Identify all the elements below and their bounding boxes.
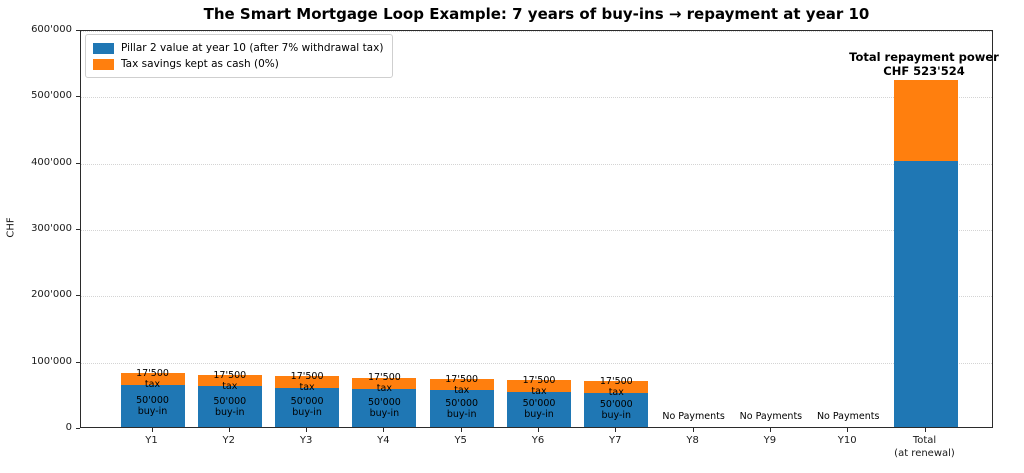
x-tick-mark xyxy=(692,428,694,432)
tax-label: 17'500 tax xyxy=(522,374,556,397)
buyin-label: 50'000 buy-in xyxy=(445,397,479,420)
y-tick-mark xyxy=(76,162,80,164)
x-tick-mark xyxy=(538,428,539,432)
bar-tax-Y6: 17'500 tax xyxy=(507,375,571,397)
bar-pillar2-Y5: 50'000 buy-in xyxy=(429,390,494,427)
bar-tax-Y2: 17'500 tax xyxy=(197,370,262,392)
bar-pillar2-Y7: 50'000 buy-in xyxy=(584,392,649,427)
tax-label: 17'500 tax xyxy=(213,369,247,392)
x-tick-label-Y10: Y10 xyxy=(837,435,857,446)
gridline-300'000 xyxy=(81,230,992,231)
x-tick-mark xyxy=(306,428,308,432)
y-tick-label: 600'000 xyxy=(31,24,72,35)
buyin-label: 50'000 buy-in xyxy=(599,398,633,421)
x-tick-mark xyxy=(460,428,462,432)
y-tick-mark xyxy=(76,428,80,429)
chart-title: The Smart Mortgage Loop Example: 7 years… xyxy=(203,5,870,23)
y-tick-label: 0 xyxy=(65,422,72,433)
pillar2-color-swatch xyxy=(93,42,114,54)
no-payments-note: No Payments xyxy=(816,411,880,422)
x-tick-label-Y5: Y5 xyxy=(454,435,467,446)
tax-label: 17'500 tax xyxy=(599,376,633,399)
x-tick-label-Y7: Y7 xyxy=(609,435,622,446)
gridline-500'000 xyxy=(81,97,992,99)
gridline-600'000 xyxy=(81,31,992,32)
y-tick-label: 200'000 xyxy=(31,289,72,301)
x-tick-mark xyxy=(769,428,771,432)
total-annotation-title: Total repayment power xyxy=(849,50,999,64)
x-tick-label-Y1: Y1 xyxy=(145,435,158,446)
tax-label: 17'500 tax xyxy=(290,370,324,393)
bar-tax-Y3: 17'500 tax xyxy=(275,371,340,393)
plot-area: 50'000 buy-in 17'500 tax 50'000 buy-in 17'5… xyxy=(80,30,993,428)
bar-pillar2-Y6: 50'000 buy-in xyxy=(507,391,571,427)
total-annotation-value: CHF 523'524 xyxy=(883,64,965,78)
x-tick-label-Y4: Y4 xyxy=(377,435,390,446)
legend: Pillar 2 value at year 10 (after 7% with… xyxy=(85,34,394,78)
x-tick-label-Y8: Y8 xyxy=(686,435,699,446)
buyin-label: 50'000 buy-in xyxy=(136,394,169,417)
x-tick-label-Y6: Y6 xyxy=(531,435,545,446)
legend-item-pillar2: Pillar 2 value at year 10 (after 7% with… xyxy=(93,40,383,56)
y-tick-mark xyxy=(76,96,80,98)
x-tick-label-Y3: Y3 xyxy=(299,435,313,446)
bar-pillar2-Y4: 50'000 buy-in xyxy=(352,389,417,427)
y-tick-label: 500'000 xyxy=(31,90,72,102)
tax-color-swatch xyxy=(93,58,114,70)
bar-tax-Total xyxy=(893,79,958,161)
bar-tax-Y5: 17'500 tax xyxy=(429,374,494,396)
buyin-label: 50'000 buy-in xyxy=(290,396,324,419)
x-tick-label-Y2: Y2 xyxy=(222,435,236,446)
y-tick-mark xyxy=(76,295,80,297)
buyin-label: 50'000 buy-in xyxy=(367,397,401,420)
gridline-200'000 xyxy=(81,296,992,298)
bar-pillar2-Y1: 50'000 buy-in xyxy=(120,384,185,427)
bar-pillar2-Y3: 50'000 buy-in xyxy=(275,387,340,427)
legend-label-pillar2: Pillar 2 value at year 10 (after 7% with… xyxy=(121,42,384,54)
x-tick-mark xyxy=(228,428,230,432)
y-tick-label: 100'000 xyxy=(31,355,72,367)
no-payments-note: No Payments xyxy=(739,411,803,422)
x-tick-mark xyxy=(151,428,153,432)
x-tick-mark xyxy=(383,428,385,432)
tax-label: 17'500 tax xyxy=(445,373,479,396)
x-tick-mark xyxy=(615,428,617,432)
bar-pillar2-Total xyxy=(893,161,958,427)
bar-tax-Y4: 17'500 tax xyxy=(352,372,417,394)
y-tick-mark xyxy=(76,229,80,230)
buyin-label: 50'000 buy-in xyxy=(522,398,556,421)
legend-label-tax: Tax savings kept as cash (0%) xyxy=(121,58,279,70)
tax-label: 17'500 tax xyxy=(136,368,169,391)
x-tick-mark xyxy=(847,428,849,432)
y-tick-mark xyxy=(76,361,80,363)
y-tick-label: 300'000 xyxy=(31,223,72,234)
buyin-label: 50'000 buy-in xyxy=(213,395,247,418)
gridline-100'000 xyxy=(81,362,992,364)
gridline-400'000 xyxy=(81,163,992,165)
bar-pillar2-Y2: 50'000 buy-in xyxy=(197,386,262,427)
legend-item-tax: Tax savings kept as cash (0%) xyxy=(93,56,383,72)
y-tick-mark xyxy=(76,30,80,31)
x-tick-mark xyxy=(924,428,926,432)
no-payments-note: No Payments xyxy=(662,411,725,422)
total-annotation: Total repayment power CHF 523'524 xyxy=(849,50,999,78)
y-tick-label: 400'000 xyxy=(31,156,72,168)
x-tick-label-Y9: Y9 xyxy=(763,435,777,446)
tax-label: 17'500 tax xyxy=(367,372,401,395)
bar-tax-Y7: 17'500 tax xyxy=(584,376,649,398)
x-tick-label-Total: Total (at renewal) xyxy=(894,435,955,459)
bar-tax-Y1: 17'500 tax xyxy=(120,368,185,390)
